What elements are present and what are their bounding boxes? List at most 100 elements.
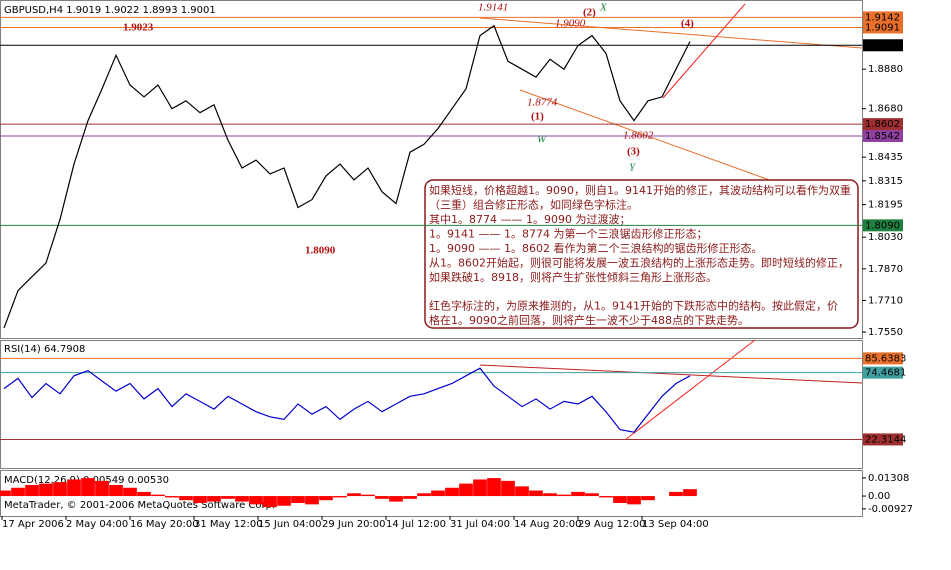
level-tag	[863, 219, 903, 232]
y-tick-label: 1.8030	[868, 232, 903, 243]
wave-label: 1.9141	[478, 2, 508, 14]
note-line: 从1。8602开始起，则很可能将发展一波五浪结构的上涨形态走势。即时短线的修正，	[429, 256, 849, 270]
wave-label: X	[599, 2, 608, 14]
histogram-bar	[487, 478, 501, 497]
y-tick-label: 1.8435	[868, 152, 903, 163]
level-label: 22.3144	[865, 434, 906, 445]
level-tag	[863, 352, 903, 365]
histogram-bar	[151, 494, 165, 497]
x-tick-label: 14 Jul 12:00	[386, 519, 446, 530]
histogram-bar	[53, 482, 67, 497]
histogram-bar	[669, 491, 683, 497]
price-line	[3, 367, 691, 433]
histogram-bar	[207, 496, 221, 502]
histogram-bar	[571, 491, 585, 497]
wave-label: 1.9023	[123, 22, 154, 34]
wave-label: (4)	[681, 18, 694, 30]
note-line: 其中1。8774 —— 1。9090 为过渡波；	[429, 212, 630, 226]
histogram-bar	[109, 484, 123, 497]
histogram-bar	[515, 486, 529, 497]
histogram-bar	[361, 494, 375, 497]
x-tick-label: 2 May 04:00	[66, 519, 128, 530]
chart-title: GBPUSD,H4 1.9019 1.9022 1.8993 1.9001	[4, 5, 216, 16]
note-line: 如果跌破1。8918，则将产生扩张性倾斜三角形上涨形态。	[429, 270, 717, 284]
level-tag	[863, 129, 903, 142]
y-tick-label: -0.00927	[868, 504, 913, 515]
x-tick-label: 14 Aug 20:00	[514, 519, 581, 530]
price-line	[3, 24, 691, 329]
x-tick-label: 16 May 20:00	[130, 519, 199, 530]
histogram-bar	[0, 490, 11, 497]
y-tick-label: 1.7710	[868, 295, 903, 306]
trend-line	[662, 3, 746, 99]
level-tag	[863, 366, 903, 379]
wave-label: (2)	[583, 7, 596, 19]
level-label: 1.9142	[865, 12, 900, 23]
rsi-panel	[0, 340, 863, 469]
rsi-title: RSI(14) 64.7908	[4, 344, 85, 355]
histogram-bar	[137, 491, 151, 497]
histogram-bar	[473, 479, 487, 497]
histogram-bar	[25, 484, 39, 497]
x-tick-label: 29 Jun 20:00	[322, 519, 386, 530]
wave-label: 1.8602	[623, 130, 654, 142]
level-label: 1.8542	[865, 131, 900, 142]
histogram-bar	[501, 480, 515, 497]
histogram-bar	[305, 496, 319, 505]
histogram-bar	[333, 496, 347, 498]
trend-line	[479, 17, 863, 49]
note-line: （三重）组合修正形态，如同绿色字标注。	[429, 198, 638, 212]
level-tag	[863, 118, 903, 131]
histogram-bar	[683, 489, 697, 497]
histogram-bar	[235, 496, 249, 502]
x-tick-label: 31 May 12:00	[194, 519, 263, 530]
level-label: 85.6383	[865, 353, 906, 364]
main-panel	[0, 0, 863, 339]
histogram-bar	[347, 493, 361, 497]
histogram-bar	[375, 496, 389, 499]
note-line: 1。9141 —— 1。8774 为第一个三浪锯齿形修正形态；	[429, 227, 707, 241]
wave-label: 1.9090	[555, 18, 586, 30]
wave-label: Y	[629, 162, 637, 174]
x-tick-label: 29 Aug 12:00	[578, 519, 645, 530]
x-tick-label: 15 Jun 04:00	[258, 519, 322, 530]
note-line: 如果短线，价格超越1。9090，则自1。9141开始的修正，其波动结构可以看作为…	[429, 183, 851, 197]
wave-label: 1.8774	[527, 97, 558, 109]
x-tick-label: 17 Apr 2006	[2, 519, 64, 530]
histogram-bar	[39, 483, 53, 497]
y-tick-label: 1.8195	[868, 200, 903, 211]
histogram-bar	[165, 496, 179, 498]
y-tick-label: 1.8880	[868, 64, 903, 75]
histogram-bar	[431, 490, 445, 497]
y-tick-label: 1.7550	[868, 327, 903, 338]
histogram-bar	[319, 496, 333, 501]
histogram-bar	[417, 493, 431, 497]
wave-label: 1.8090	[305, 245, 336, 257]
histogram-bar	[627, 496, 641, 505]
note-line: 红色字标注的，为原来推测的，从1。9141开始的下跌形态中的结构。按此假定，价	[429, 299, 838, 313]
wave-label: (3)	[627, 146, 640, 158]
histogram-bar	[263, 496, 277, 508]
y-tick-label: 1.8315	[868, 176, 903, 187]
histogram-bar	[81, 478, 95, 497]
y-tick-label: 1.7870	[868, 264, 903, 275]
note-line: 格在1。9090之前回落，则将产生一波不少于488点的下跌走势。	[429, 313, 749, 327]
histogram-bar	[221, 496, 235, 499]
histogram-bar	[641, 496, 655, 501]
y-tick-label: 0.01308	[868, 473, 909, 484]
level-label: 1.8602	[865, 119, 900, 130]
histogram-bar	[11, 487, 25, 497]
histogram-bar	[557, 494, 571, 497]
level-label: 74.4681	[865, 368, 906, 379]
x-tick-label: 13 Sep 04:00	[642, 519, 709, 530]
level-tag	[863, 433, 903, 446]
histogram-bar	[389, 496, 403, 502]
histogram-bar	[249, 496, 263, 505]
histogram-bar	[277, 496, 291, 506]
level-label: 1.9001	[865, 40, 900, 51]
level-tag	[863, 21, 903, 34]
note-line: 1。9090 —— 1。8602 看作为第二个三浪结构的锯齿形修正形态。	[429, 241, 762, 255]
trend-line	[624, 339, 756, 441]
histogram-bar	[67, 479, 81, 497]
